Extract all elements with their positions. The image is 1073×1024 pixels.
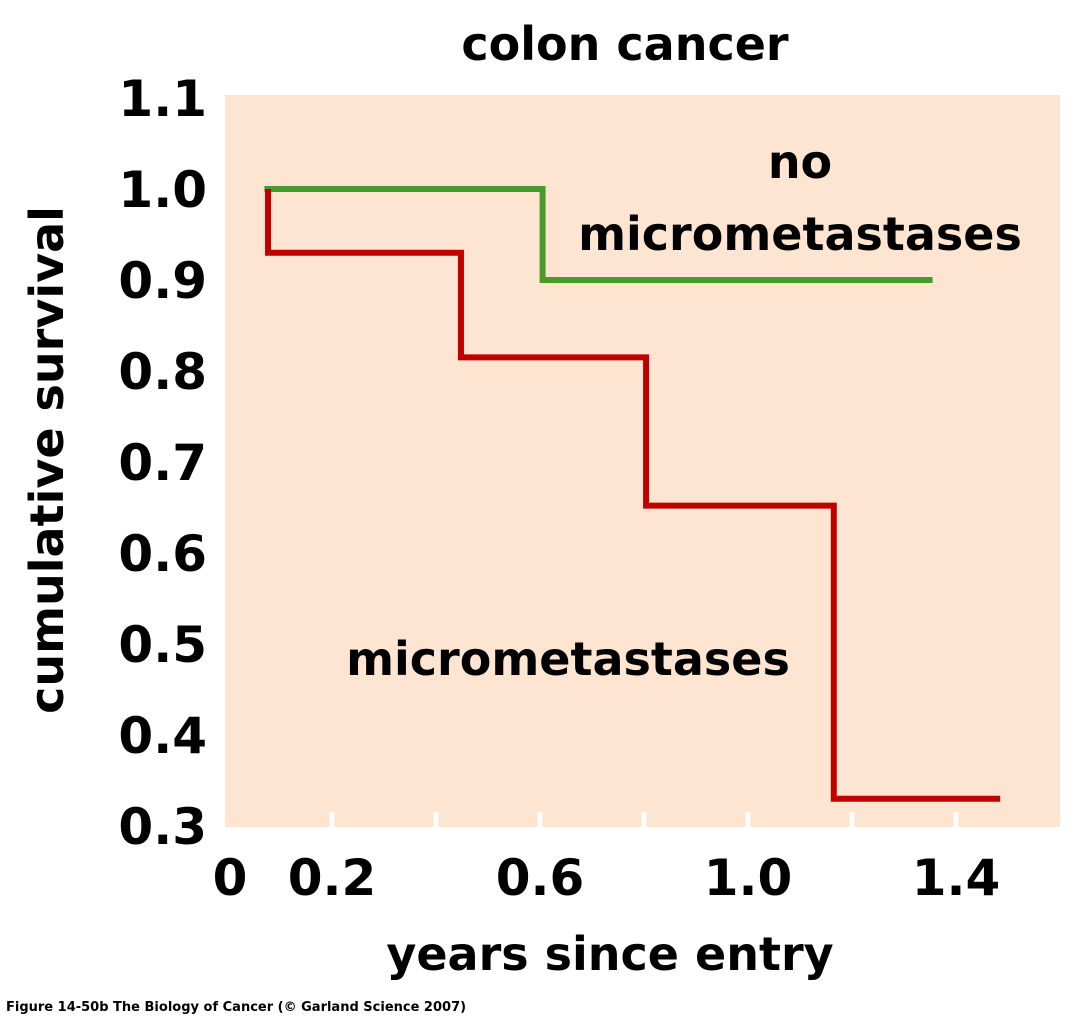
x-axis-label: years since entry bbox=[386, 927, 833, 981]
x-tick-label: 0 bbox=[213, 849, 248, 907]
y-tick-label: 1.1 bbox=[118, 70, 207, 128]
y-tick-label: 0.4 bbox=[118, 707, 207, 765]
y-tick-label: 0.6 bbox=[118, 525, 207, 583]
chart-title: colon cancer bbox=[461, 17, 789, 71]
series-line-no-micrometastases bbox=[264, 186, 933, 283]
series-label: micrometastases bbox=[578, 207, 1022, 261]
x-tick-label: 0.2 bbox=[288, 849, 377, 907]
series-label: no bbox=[768, 135, 832, 189]
y-tick-label: 0.8 bbox=[118, 343, 207, 401]
y-tick-label: 0.7 bbox=[118, 434, 207, 492]
x-tick-label: 1.4 bbox=[912, 849, 1001, 907]
x-tick-label: 1.0 bbox=[704, 849, 793, 907]
series-label: micrometastases bbox=[346, 632, 790, 686]
y-tick-label: 0.3 bbox=[118, 798, 207, 856]
series-line-micrometastases bbox=[265, 189, 1001, 802]
y-tick-label: 0.5 bbox=[118, 616, 207, 674]
figure-caption: Figure 14-50b The Biology of Cancer (© G… bbox=[6, 1000, 467, 1015]
y-tick-label: 0.9 bbox=[118, 252, 207, 310]
y-tick-label: 1.0 bbox=[118, 161, 207, 219]
y-axis-label: cumulative survival bbox=[20, 206, 74, 714]
x-tick-label: 0.6 bbox=[496, 849, 585, 907]
plot-area bbox=[225, 95, 1060, 827]
